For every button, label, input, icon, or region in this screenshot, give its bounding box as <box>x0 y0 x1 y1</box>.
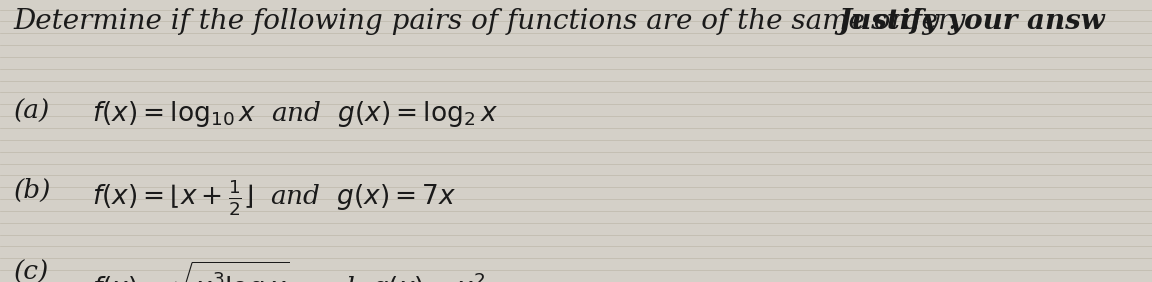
Text: Justify your answ: Justify your answ <box>839 8 1105 36</box>
Text: $f(x) = \lfloor x + \frac{1}{2} \rfloor$  and  $g(x) = 7x$: $f(x) = \lfloor x + \frac{1}{2} \rfloor$… <box>92 178 456 218</box>
Text: (c): (c) <box>14 259 50 282</box>
Text: $f(x) = \sqrt{x^3 \log x}$  and  $g(x) = x^2$: $f(x) = \sqrt{x^3 \log x}$ and $g(x) = x… <box>92 259 485 282</box>
Text: (b): (b) <box>14 178 51 203</box>
Text: Determine if the following pairs of functions are of the same order.: Determine if the following pairs of func… <box>14 8 976 36</box>
Text: (a): (a) <box>14 99 50 124</box>
Text: $f(x) = \log_{10} x$  and  $g(x) = \log_2 x$: $f(x) = \log_{10} x$ and $g(x) = \log_2 … <box>92 99 498 129</box>
